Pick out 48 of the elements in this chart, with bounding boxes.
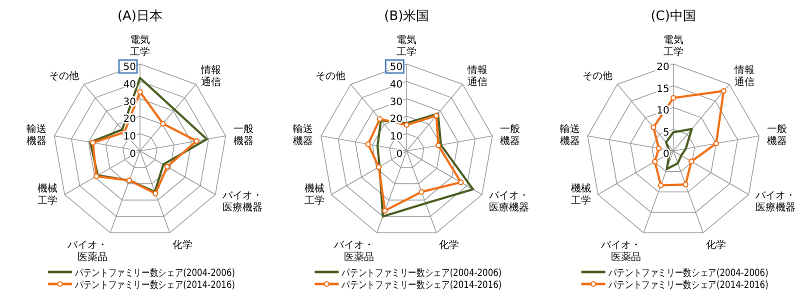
y-tick-label: 20 (656, 62, 670, 73)
legend-label: パテントファミリー数シェア(2004-2006) (340, 268, 534, 279)
chart-title: (C)中国 (650, 9, 696, 24)
legend-label: パテントファミリー数シェア(2004-2006) (608, 268, 800, 279)
spoke-label: その他 (582, 70, 612, 82)
spoke-label: 電気工学 (130, 35, 150, 58)
spoke-label: 情報通信 (466, 64, 488, 88)
spoke-label: 化学 (172, 239, 192, 252)
spoke-label: 機械工学 (571, 182, 592, 206)
spoke-label: 輸送機器 (560, 122, 580, 147)
y-tick-label: 30 (390, 96, 403, 108)
y-tick-label: 5 (662, 127, 670, 138)
spoke-label: 情報通信 (200, 64, 222, 88)
legend-label: パテントファミリー数シェア(2014-2016) (340, 280, 534, 291)
y-tick-label: 40 (390, 79, 403, 90)
y-tick-label: 50 (390, 62, 403, 73)
spoke-label: その他 (316, 70, 346, 82)
chart-title: (A)日本 (117, 9, 163, 24)
spoke-label: バイオ・医薬品 (333, 240, 374, 264)
spoke-label: 電気工学 (396, 35, 417, 58)
spoke-label: バイオ・医薬品 (600, 240, 641, 264)
y-tick-label: 10 (390, 132, 403, 143)
spoke-label: 電気工学 (663, 35, 684, 58)
y-tick-label: 10 (123, 132, 136, 143)
spoke-label: バイオ・医療機器 (221, 190, 262, 214)
y-tick-label: 40 (123, 79, 136, 90)
legend-label: パテントファミリー数シェア(2014-2016) (608, 280, 800, 291)
spoke-label: バイオ・医薬品 (66, 240, 108, 264)
spoke-label: 化学 (439, 239, 460, 252)
spoke-label: 機械工学 (304, 182, 324, 206)
legend-label: パテントファミリー数シェア(2004-2006) (74, 268, 268, 279)
spoke-label: 化学 (706, 239, 726, 252)
spoke-label: バイオ・医療機器 (754, 190, 796, 214)
spoke-label: その他 (48, 70, 79, 82)
spoke-label: 一般機器 (766, 124, 787, 147)
spoke-label: 情報通信 (733, 64, 754, 88)
spoke-label: 一般機器 (234, 124, 254, 147)
chart-title: (B)米国 (384, 9, 430, 24)
y-tick-label: 15 (656, 84, 670, 95)
y-tick-label: 0 (130, 149, 136, 160)
y-tick-label: 0 (396, 149, 403, 160)
spoke-label: 輸送機器 (293, 122, 314, 147)
spoke-label: バイオ・医療機器 (488, 190, 529, 214)
spoke-label: 機械工学 (38, 182, 58, 206)
spoke-label: 輸送機器 (26, 122, 46, 147)
legend-label: パテントファミリー数シェア(2014-2016) (74, 280, 268, 291)
spoke-label: 一般機器 (500, 124, 520, 147)
y-tick-label: 50 (123, 62, 136, 73)
